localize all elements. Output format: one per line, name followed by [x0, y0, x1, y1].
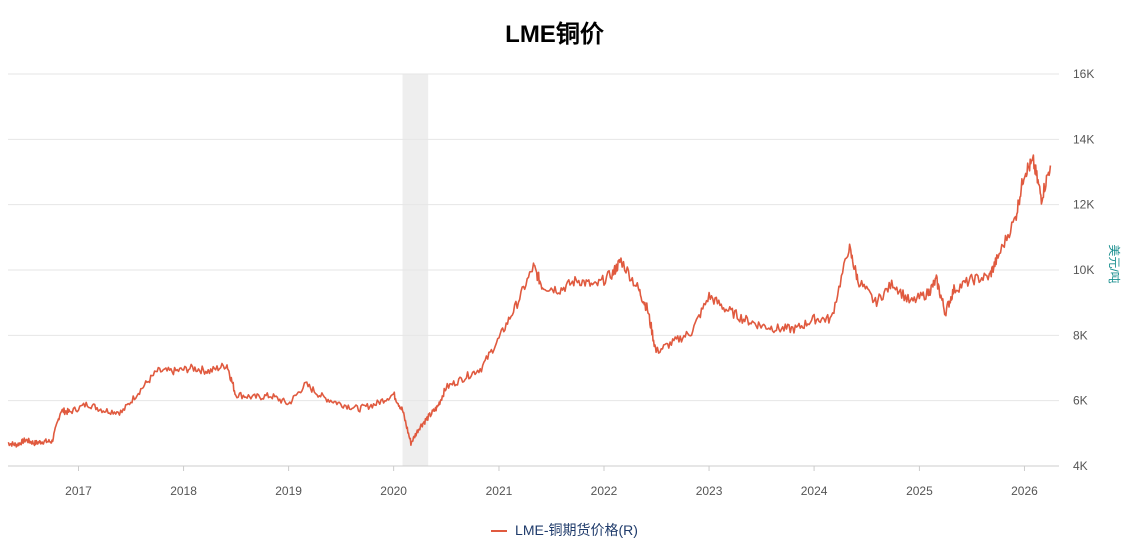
- x-tick-label: 2022: [591, 484, 618, 498]
- y-tick-label: 4K: [1073, 459, 1088, 473]
- legend-swatch: [491, 530, 508, 533]
- y-tick-label: 16K: [1073, 67, 1094, 81]
- y-axis-label: 美元/吨: [1107, 244, 1121, 283]
- legend-label: LME-铜期货价格(R): [515, 522, 638, 538]
- x-tick-label: 2025: [906, 484, 933, 498]
- x-tick-label: 2020: [380, 484, 407, 498]
- y-tick-label: 6K: [1073, 394, 1088, 408]
- series-line: [7, 154, 1052, 448]
- x-tick-label: 2019: [275, 484, 302, 498]
- y-tick-label: 12K: [1073, 198, 1094, 212]
- x-tick-label: 2024: [801, 484, 828, 498]
- y-tick-label: 10K: [1073, 263, 1094, 277]
- chart-title: LME铜价: [505, 21, 604, 48]
- y-tick-label: 8K: [1073, 328, 1088, 342]
- grid-layer: [8, 73, 1059, 467]
- y-tick-label: 14K: [1073, 132, 1094, 146]
- x-tick-label: 2026: [1011, 484, 1038, 498]
- x-tick-layer: 2017 2018 2019 2020 2021 2022 2023 2024 2025 2026: [65, 466, 1038, 498]
- x-tick-label: 2018: [170, 484, 197, 498]
- x-tick-label: 2023: [696, 484, 723, 498]
- x-tick-label: 2017: [65, 484, 92, 498]
- series-layer: [7, 154, 1052, 448]
- y-tick-layer: 4K 6K 8K 10K 12K 14K 16K: [1073, 67, 1094, 473]
- legend[interactable]: LME-铜期货价格(R): [0, 520, 1129, 540]
- x-tick-label: 2021: [486, 484, 513, 498]
